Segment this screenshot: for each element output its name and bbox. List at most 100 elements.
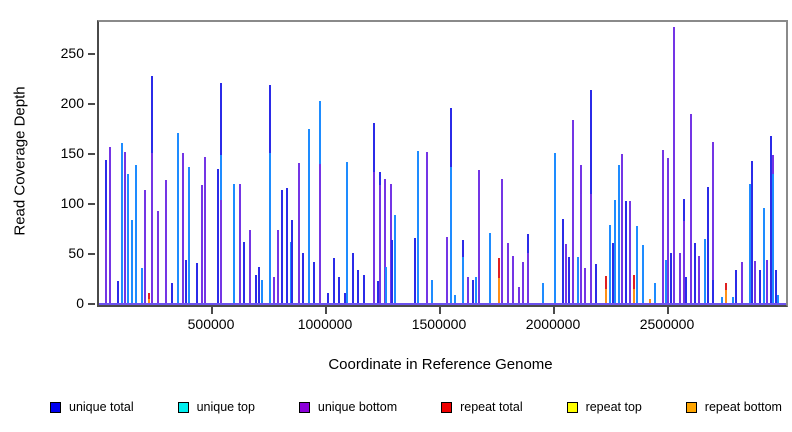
y-tick-label: 200: [60, 95, 84, 111]
legend-item-ub: unique bottom: [298, 400, 398, 414]
spike-ub: [157, 211, 159, 305]
spike-ub: [673, 27, 675, 305]
x-tick-mark: [667, 307, 669, 314]
legend-item-rb: repeat bottom: [685, 400, 782, 414]
spike-ut: [281, 190, 283, 305]
x-tick-label: 2500000: [639, 316, 695, 332]
spike-ub: [683, 221, 685, 305]
spike-ub: [522, 262, 524, 305]
spike-ub: [467, 277, 469, 305]
spike-ut: [327, 293, 329, 305]
spike-ut: [391, 240, 393, 305]
spike-ut: [363, 275, 365, 305]
spike-ub: [629, 201, 631, 305]
spike-ut: [759, 270, 761, 305]
spike-utop: [777, 295, 779, 305]
spike-ut: [694, 243, 696, 305]
spike-utop: [233, 184, 235, 305]
y-tick-label: 250: [60, 45, 84, 61]
spike-utop: [721, 297, 723, 305]
spike-utop: [618, 165, 620, 305]
baseline: [99, 303, 786, 305]
spike-utop: [261, 280, 263, 305]
spike-utop: [177, 133, 179, 305]
spike-utop: [131, 220, 133, 305]
spike-ut: [612, 243, 614, 305]
spike-utop: [417, 151, 419, 305]
spike-ut: [291, 220, 293, 305]
spike-rb: [148, 299, 150, 305]
spike-ub: [201, 185, 203, 305]
legend-label: unique bottom: [317, 400, 398, 414]
spike-utop: [450, 167, 452, 305]
spike-utop: [577, 257, 579, 305]
spike-ub: [621, 154, 623, 305]
spike-ut: [770, 136, 772, 305]
spike-utop: [749, 184, 751, 305]
spike-ub: [580, 165, 582, 305]
spike-rb: [605, 289, 607, 305]
spike-rb: [498, 278, 500, 305]
spike-ub: [446, 237, 448, 305]
spike-rb: [725, 290, 727, 305]
spike-utop: [704, 239, 706, 305]
spike-utop: [135, 165, 137, 305]
spike-utop: [772, 174, 774, 305]
spike-ut: [258, 267, 260, 305]
legend-item-utop: unique top: [177, 400, 255, 414]
spike-utop: [462, 257, 464, 305]
legend-item-rt: repeat total: [441, 400, 523, 414]
y-tick-label: 50: [68, 245, 84, 261]
y-axis-title: Read Coverage Depth: [11, 86, 29, 236]
spike-ut: [472, 280, 474, 305]
legend-label: unique total: [69, 400, 134, 414]
spike-ub: [373, 172, 375, 305]
x-tick-mark: [553, 307, 555, 314]
spike-ub: [507, 243, 509, 305]
spike-ub: [572, 120, 574, 305]
spike-utop: [385, 267, 387, 305]
spike-ut: [117, 281, 119, 305]
spike-ub: [667, 158, 669, 305]
legend-item-rtop: repeat top: [566, 400, 642, 414]
spike-ub: [512, 256, 514, 305]
spike-ub: [298, 163, 300, 305]
spike-ut: [185, 260, 187, 305]
spike-ut: [352, 253, 354, 305]
y-tick-mark: [88, 53, 95, 55]
spike-ub: [384, 179, 386, 305]
spike-utop: [614, 200, 616, 305]
spike-ut: [670, 253, 672, 305]
spike-utop: [127, 174, 129, 305]
x-tick-label: 1500000: [411, 316, 467, 332]
spike-utop: [763, 208, 765, 305]
spike-ut: [302, 253, 304, 305]
spike-ut: [243, 242, 245, 305]
spike-utop: [609, 225, 611, 305]
plot-area: [97, 20, 788, 307]
y-tick-mark: [88, 203, 95, 205]
spike-utop: [554, 153, 556, 305]
spike-ub: [105, 230, 107, 305]
spike-ut: [313, 262, 315, 305]
spike-ut: [751, 161, 753, 305]
spike-ut: [286, 188, 288, 305]
y-tick-label: 0: [76, 295, 84, 311]
spike-rb: [649, 299, 651, 305]
spike-ut: [171, 283, 173, 305]
spike-utop: [636, 226, 638, 305]
spike-utop: [394, 215, 396, 305]
x-tick-label: 2000000: [525, 316, 581, 332]
spike-ub: [165, 180, 167, 305]
legend-item-ut: unique total: [50, 400, 134, 414]
spike-ub: [220, 200, 222, 305]
legend-label: repeat total: [460, 400, 523, 414]
spike-ut: [685, 277, 687, 305]
x-tick-mark: [439, 307, 441, 314]
spike-ub: [712, 142, 714, 305]
spike-ub: [590, 194, 592, 305]
legend-label: repeat bottom: [704, 400, 782, 414]
spike-ub: [379, 185, 381, 305]
spike-utop: [346, 162, 348, 305]
